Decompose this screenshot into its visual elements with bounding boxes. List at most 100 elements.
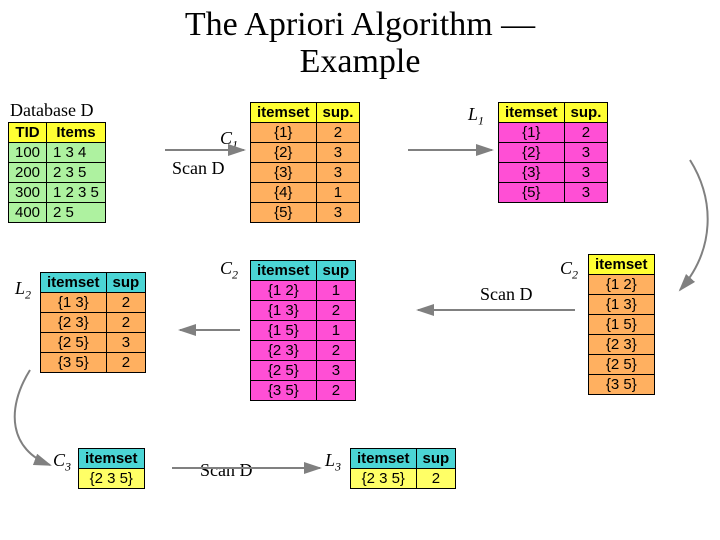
- table-cell: 3: [106, 333, 146, 353]
- table-header: itemset: [589, 255, 655, 275]
- label-l1: L1: [468, 104, 484, 129]
- table-cell: {3 5}: [589, 375, 655, 395]
- table-header: sup.: [316, 103, 360, 123]
- table-cell: 2: [106, 293, 146, 313]
- table-row: {5}3: [251, 203, 360, 223]
- table-cell: {1 2}: [589, 275, 655, 295]
- table-header: sup.: [564, 103, 608, 123]
- table-cell: {3}: [499, 163, 565, 183]
- title-line-2: Example: [300, 43, 421, 80]
- table-row: 1001 3 4: [9, 143, 106, 163]
- label-database-d: Database D: [10, 100, 93, 121]
- table-cell: {2}: [251, 143, 317, 163]
- table-row: {2 3 5}: [79, 469, 145, 489]
- table-row: 4002 5: [9, 203, 106, 223]
- table-cell: {2 3}: [251, 341, 317, 361]
- table-row: {1 3}: [589, 295, 655, 315]
- table-l3: itemsetsup{2 3 5}2: [350, 448, 456, 489]
- table-c2-candidates: itemset{1 2}{1 3}{1 5}{2 3}{2 5}{3 5}: [588, 254, 655, 395]
- table-cell: {1 2}: [251, 281, 317, 301]
- table-header: itemset: [79, 449, 145, 469]
- table-row: {1 5}: [589, 315, 655, 335]
- table-header: itemset: [499, 103, 565, 123]
- table-header: sup: [316, 261, 356, 281]
- table-cell: 2: [416, 469, 456, 489]
- table-cell: 3: [564, 183, 608, 203]
- table-cell: 2: [564, 123, 608, 143]
- table-c1: itemsetsup.{1}2{2}3{3}3{4}1{5}3: [250, 102, 360, 223]
- table-cell: {2}: [499, 143, 565, 163]
- table-header: TID: [9, 123, 47, 143]
- table-header: Items: [47, 123, 106, 143]
- table-cell: {3 5}: [41, 353, 107, 373]
- table-cell: 3: [564, 163, 608, 183]
- table-cell: 400: [9, 203, 47, 223]
- table-cell: 3: [564, 143, 608, 163]
- table-cell: {4}: [251, 183, 317, 203]
- table-cell: 200: [9, 163, 47, 183]
- table-cell: {2 3}: [589, 335, 655, 355]
- table-cell: 3: [316, 143, 360, 163]
- table-cell: {1 3}: [589, 295, 655, 315]
- table-header: itemset: [251, 103, 317, 123]
- table-row: {2 5}3: [251, 361, 356, 381]
- table-cell: 2: [106, 313, 146, 333]
- table-row: {2 3 5}2: [351, 469, 456, 489]
- table-cell: 2: [316, 301, 356, 321]
- label-scan-d-1: Scan D: [172, 158, 225, 179]
- table-row: {1 2}1: [251, 281, 356, 301]
- table-cell: {2 3 5}: [79, 469, 145, 489]
- table-cell: 300: [9, 183, 47, 203]
- label-scan-d-2: Scan D: [480, 284, 533, 305]
- table-cell: {5}: [251, 203, 317, 223]
- table-row: {2}3: [251, 143, 360, 163]
- table-cell: 2: [106, 353, 146, 373]
- table-cell: 1 3 4: [47, 143, 106, 163]
- table-cell: 3: [316, 361, 356, 381]
- table-cell: {1 5}: [589, 315, 655, 335]
- table-cell: 1: [316, 321, 356, 341]
- table-cell: 1: [316, 183, 360, 203]
- table-row: {2 5}3: [41, 333, 146, 353]
- table-cell: 2: [316, 341, 356, 361]
- table-cell: 1 2 3 5: [47, 183, 106, 203]
- table-cell: {5}: [499, 183, 565, 203]
- table-row: {2 3}2: [41, 313, 146, 333]
- table-row: {2 5}: [589, 355, 655, 375]
- table-row: {5}3: [499, 183, 608, 203]
- table-row: 3001 2 3 5: [9, 183, 106, 203]
- table-cell: 100: [9, 143, 47, 163]
- label-scan-d-3: Scan D: [200, 460, 253, 481]
- table-row: {3}3: [251, 163, 360, 183]
- table-cell: {2 5}: [589, 355, 655, 375]
- table-row: {1}2: [251, 123, 360, 143]
- table-cell: {1}: [251, 123, 317, 143]
- table-cell: {2 3}: [41, 313, 107, 333]
- label-l2: L2: [15, 278, 31, 303]
- table-cell: 2: [316, 381, 356, 401]
- table-cell: 2 5: [47, 203, 106, 223]
- table-row: {2 3}: [589, 335, 655, 355]
- table-cell: {3 5}: [251, 381, 317, 401]
- table-cell: 1: [316, 281, 356, 301]
- table-cell: {1 3}: [41, 293, 107, 313]
- label-c3: C3: [53, 450, 71, 475]
- table-cell: {3}: [251, 163, 317, 183]
- label-c2b: C2: [560, 258, 578, 283]
- table-l2: itemsetsup{1 3}2{2 3}2{2 5}3{3 5}2: [40, 272, 146, 373]
- table-cell: {1 5}: [251, 321, 317, 341]
- table-cell: 2 3 5: [47, 163, 106, 183]
- label-c2a: C2: [220, 258, 238, 283]
- table-row: 2002 3 5: [9, 163, 106, 183]
- table-cell: {1}: [499, 123, 565, 143]
- table-header: sup: [416, 449, 456, 469]
- table-row: {1 3}2: [251, 301, 356, 321]
- table-row: {1 2}: [589, 275, 655, 295]
- title-line-1: The Apriori Algorithm —: [185, 6, 535, 43]
- table-row: {3 5}2: [251, 381, 356, 401]
- table-cell: {1 3}: [251, 301, 317, 321]
- table-database-d: TIDItems1001 3 42002 3 53001 2 3 54002 5: [8, 122, 106, 223]
- table-row: {3}3: [499, 163, 608, 183]
- table-cell: 3: [316, 203, 360, 223]
- table-row: {4}1: [251, 183, 360, 203]
